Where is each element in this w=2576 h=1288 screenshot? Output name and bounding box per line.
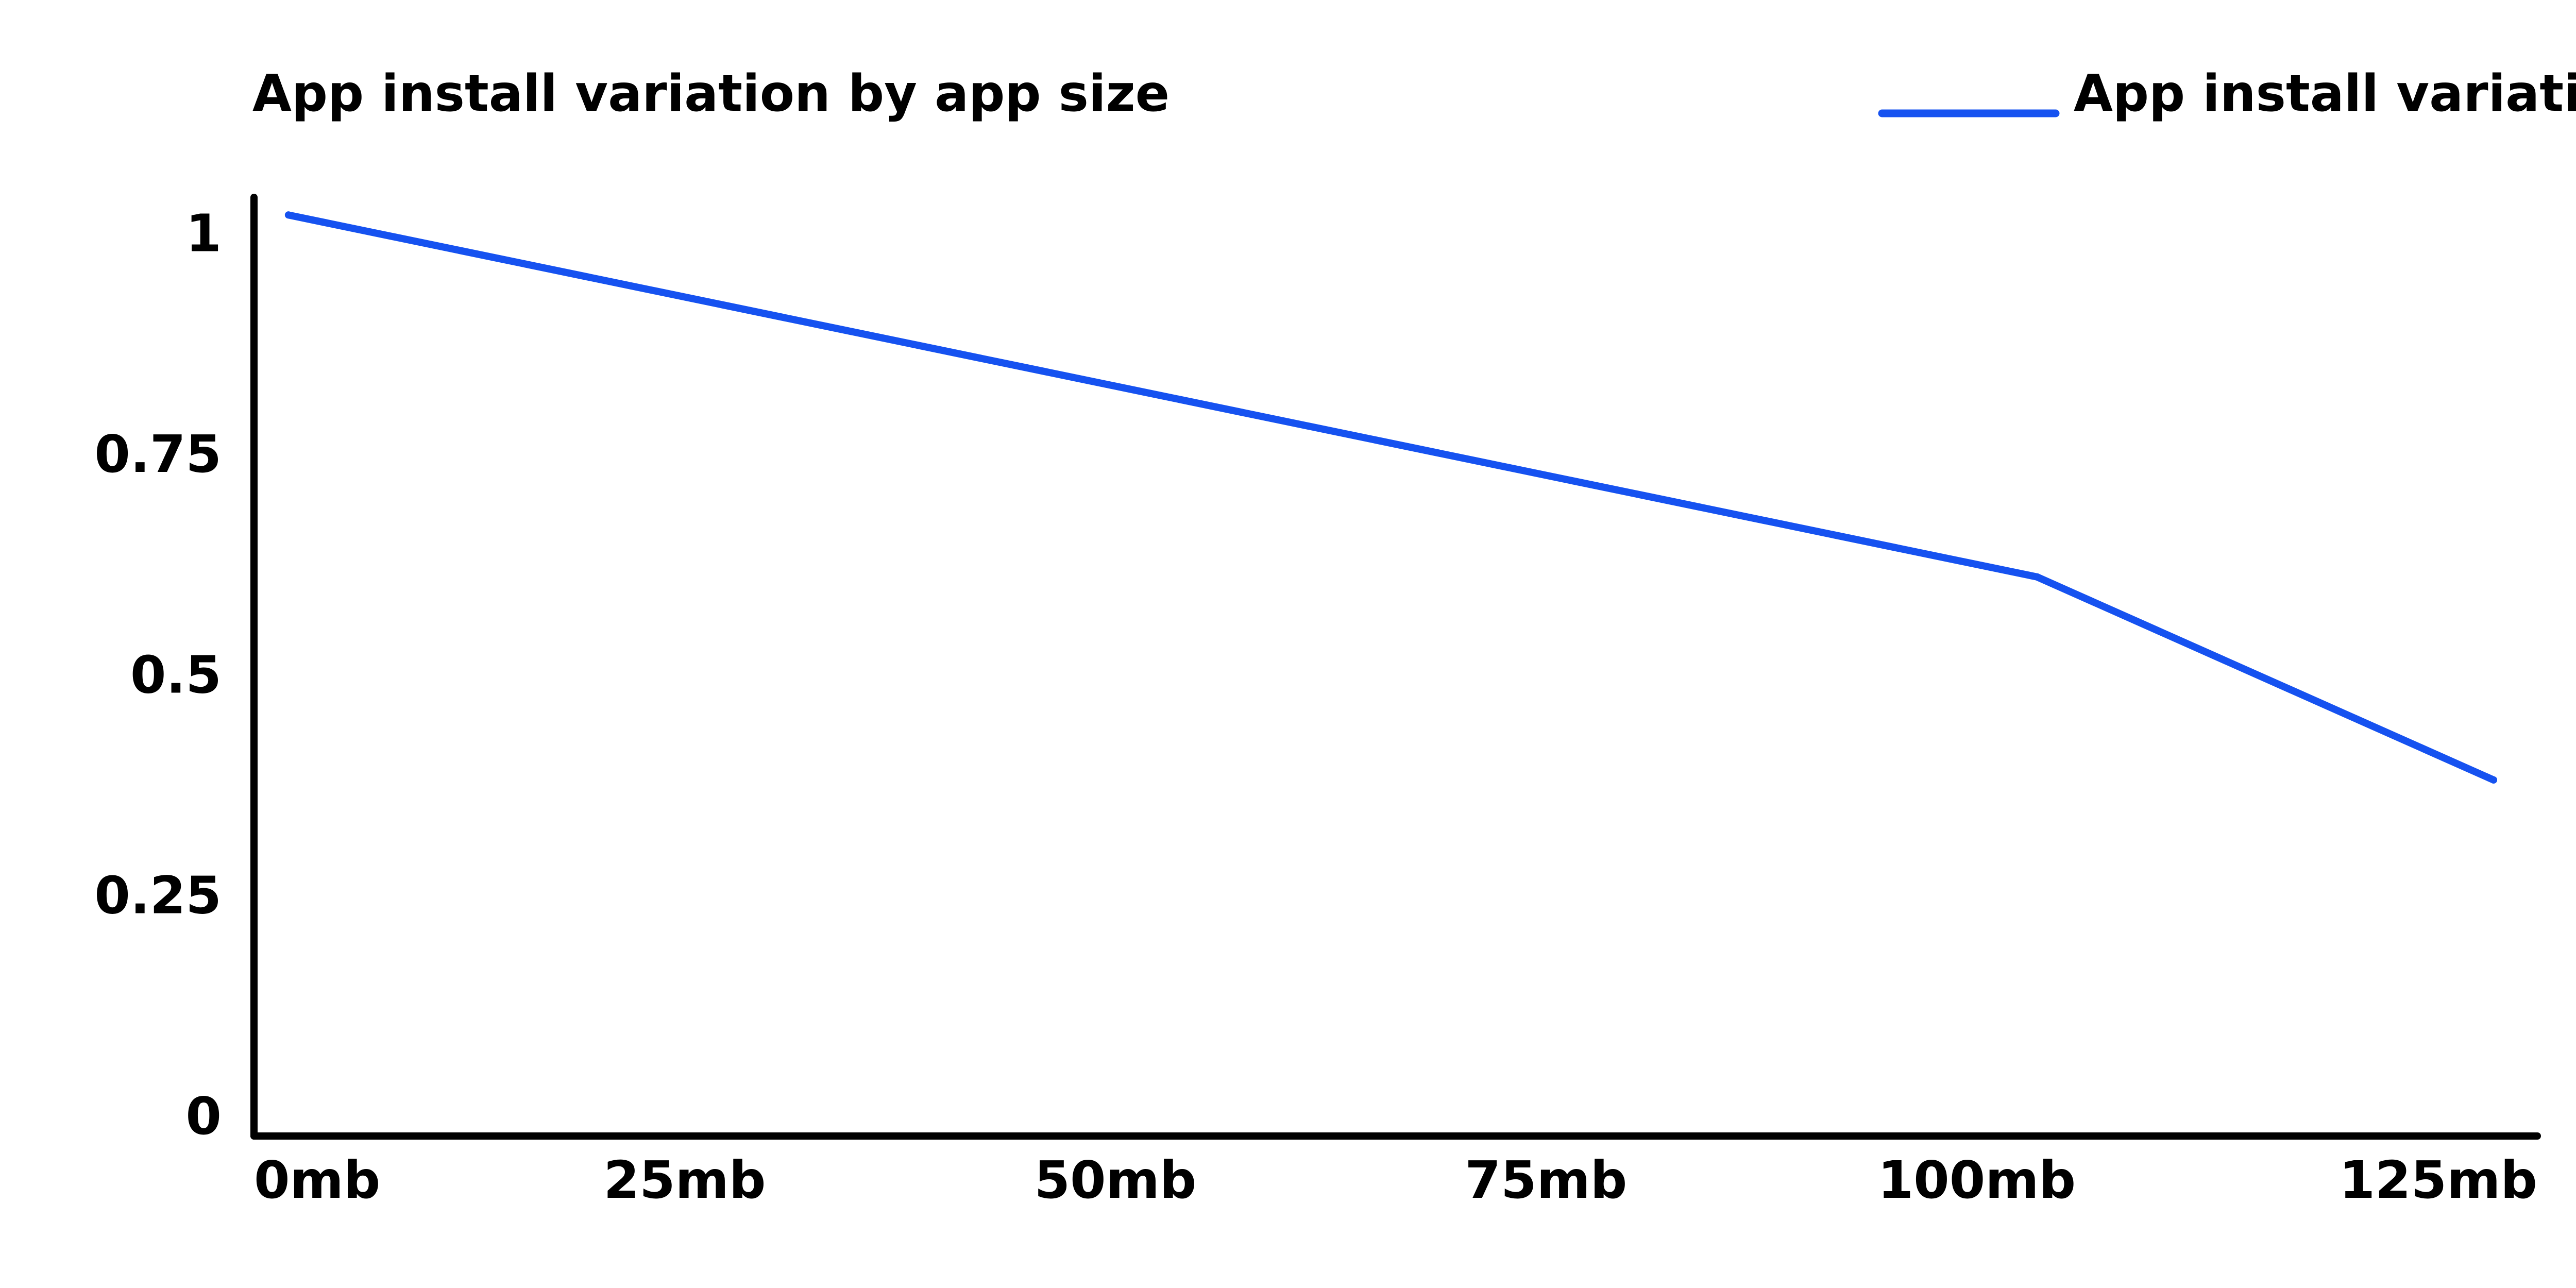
data-point — [2490, 776, 2497, 784]
x-tick-label: 0mb — [254, 1150, 380, 1210]
y-tick-label: 0.5 — [130, 645, 222, 705]
x-tick-label: 100mb — [1878, 1150, 2076, 1210]
x-tick-label: 75mb — [1465, 1150, 1627, 1210]
data-point — [284, 211, 292, 219]
y-tick-label: 0.25 — [94, 866, 222, 926]
x-tick-label: 50mb — [1034, 1150, 1196, 1210]
series-line — [284, 211, 2497, 784]
x-tick-label: 25mb — [603, 1150, 766, 1210]
data-point — [2033, 573, 2041, 581]
legend-label: App install variation — [2074, 64, 2576, 123]
chart-title: App install variation by app size — [252, 64, 1170, 123]
y-tick-label: 0 — [185, 1086, 222, 1146]
x-tick-label: 125mb — [2339, 1150, 2537, 1210]
y-axis-tick-labels: 0 0.25 0.5 0.75 1 — [94, 204, 222, 1146]
y-tick-label: 0.75 — [94, 424, 222, 484]
series-layer — [284, 211, 2497, 784]
x-axis-tick-labels: 0mb 25mb 50mb 75mb 100mb 125mb — [254, 1150, 2537, 1210]
legend: App install variation — [1878, 64, 2576, 123]
y-tick-label: 1 — [185, 204, 222, 264]
